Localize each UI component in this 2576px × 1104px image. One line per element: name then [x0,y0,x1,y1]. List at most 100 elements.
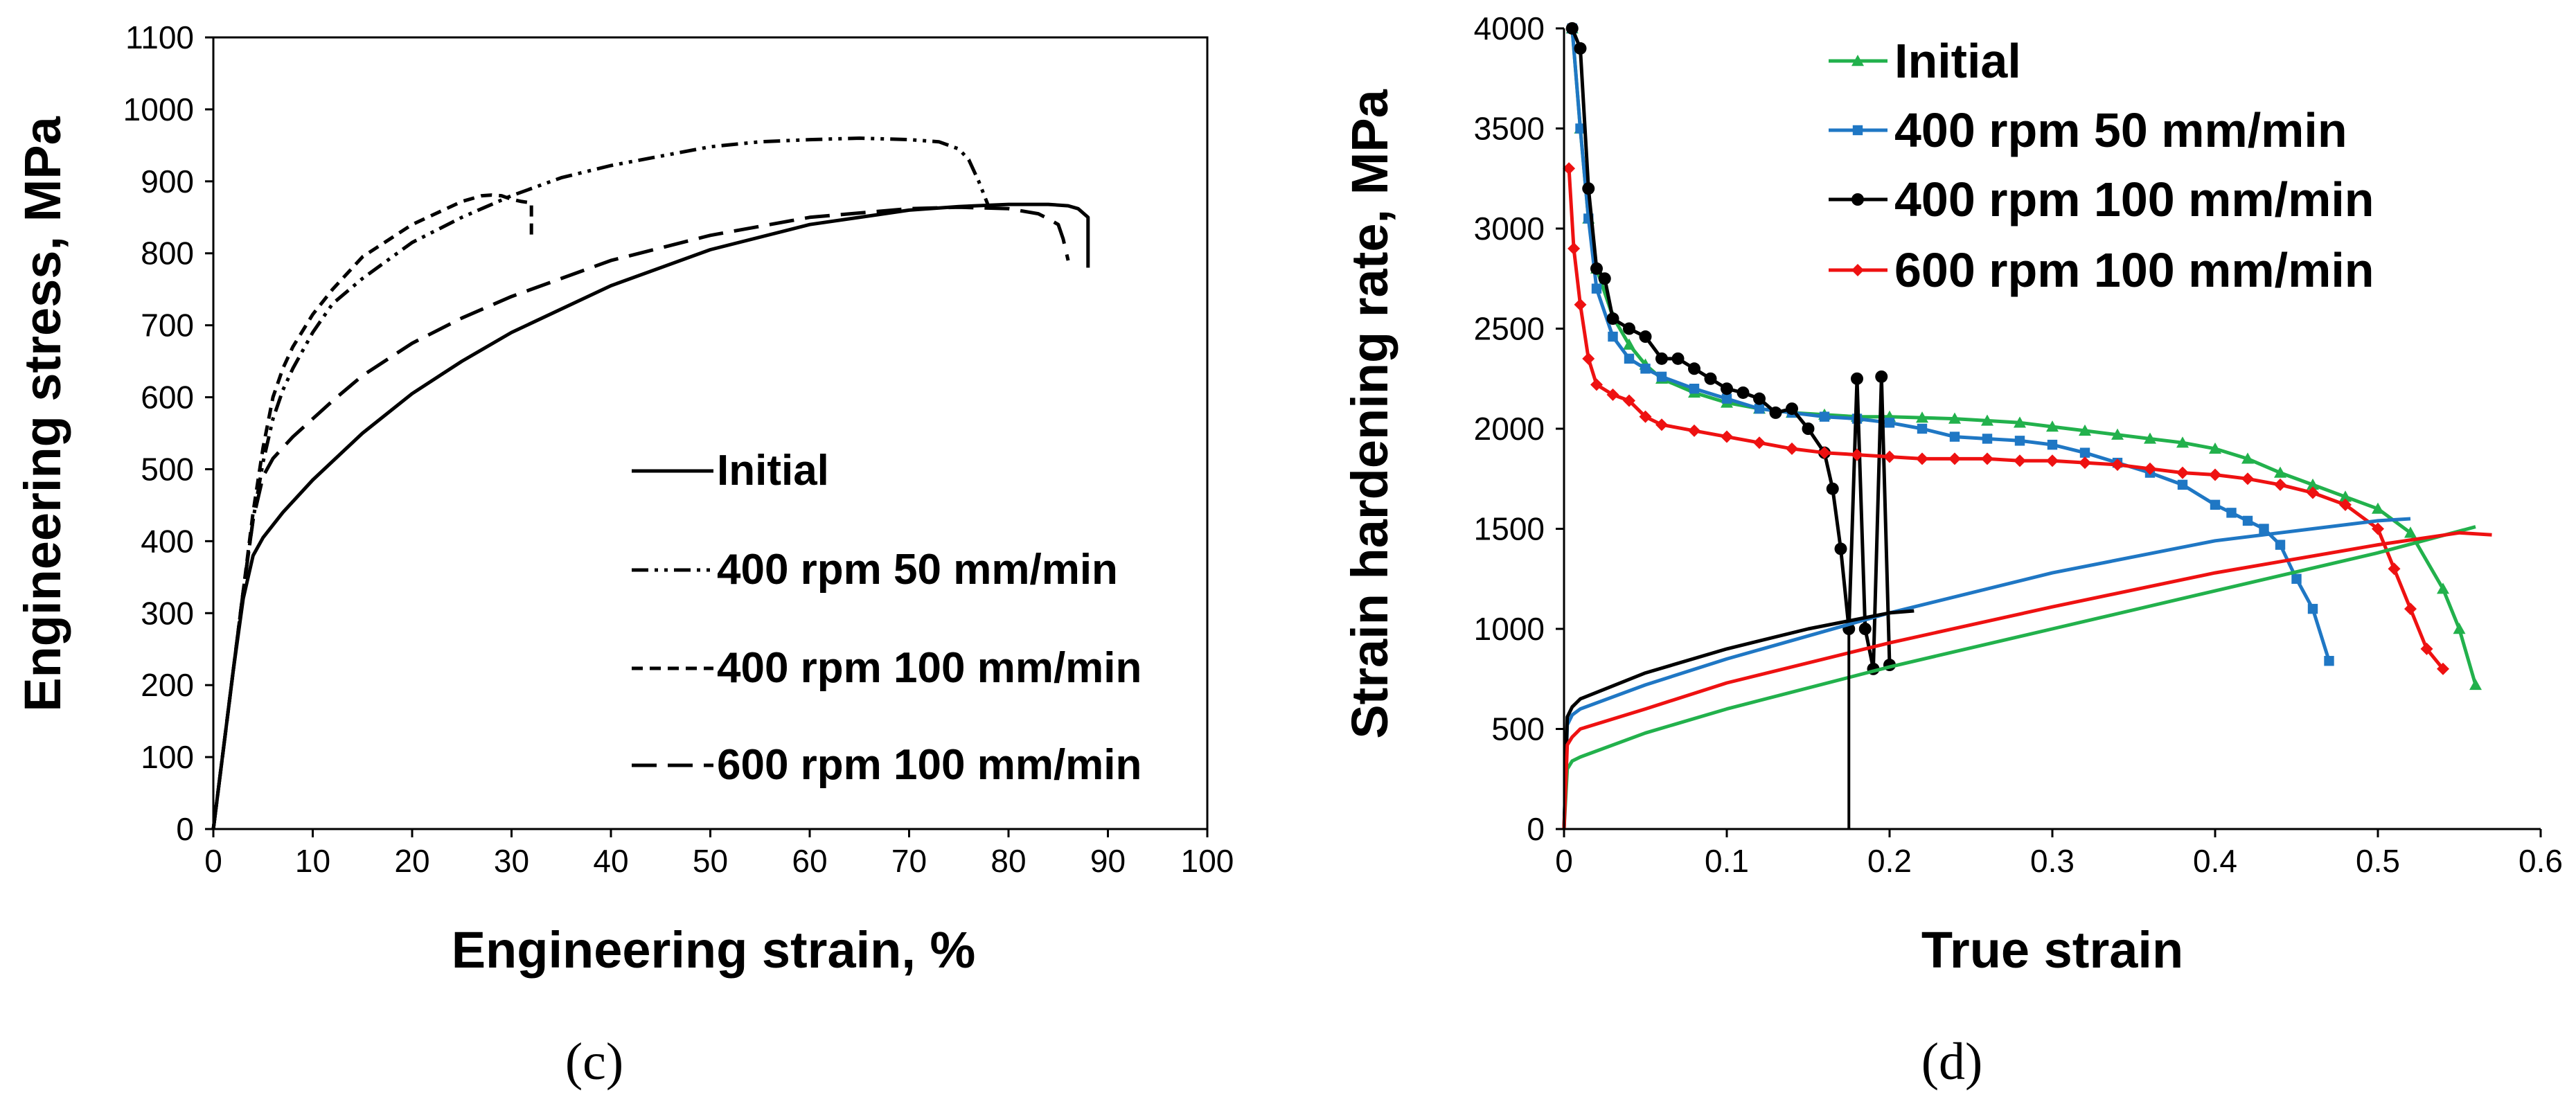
data-point-400-rpm-50-mm-min [1640,364,1651,374]
c-x-tick-label: 80 [991,843,1026,879]
data-point-600-rpm-100-mm-min [2014,454,2026,468]
data-point-initial [2404,526,2417,538]
data-point-600-rpm-100-mm-min [2274,478,2286,491]
panel-c-legend: Initial 400 rpm 50 mm/min 400 rpm 100 mm/m… [632,447,1142,789]
panel-d-series-group [1562,22,2492,830]
c-x-tick-label: 90 [1090,843,1126,879]
c-y-tick-label: 900 [141,163,194,199]
d-y-tick-label: 2000 [1474,411,1545,447]
data-point-400-rpm-100-mm-min [1736,386,1750,399]
data-point-400-rpm-100-mm-min [1858,623,1872,635]
legend-marker-400-rpm-50-mm-min [1852,125,1863,136]
panel-d-legend: Initial 400 rpm 50 mm/min 400 rpm 100 mm/m… [1829,34,2374,297]
data-point-400-rpm-50-mm-min [1917,423,1928,434]
c-x-tick-label: 20 [394,843,429,879]
data-point-400-rpm-50-mm-min [1754,403,1765,414]
legend-label-600-rpm-100-mm-min: 600 rpm 100 mm/min [1894,243,2374,297]
panel-d-x-axis-title: True strain [1921,921,2183,979]
d-y-tick-label: 1000 [1474,611,1545,647]
data-point-400-rpm-100-mm-min [1582,182,1595,195]
data-point-400-rpm-50-mm-min [2014,436,2025,446]
data-point-400-rpm-100-mm-min [1606,312,1619,326]
c-x-tick-label: 10 [295,843,330,879]
data-point-400-rpm-50-mm-min [1624,353,1635,364]
data-point-initial [2111,428,2124,440]
data-point-600-rpm-100-mm-min [1639,410,1652,423]
series-line-fit-4 [1562,525,2476,830]
d-x-tick-label: 0 [1555,843,1573,879]
data-point-initial [1948,412,1961,424]
c-y-tick-label: 700 [141,308,194,344]
c-x-tick-label: 100 [1181,843,1234,879]
data-point-400-rpm-50-mm-min [2047,439,2058,450]
data-point-600-rpm-100-mm-min [2241,472,2254,486]
data-point-initial [2079,424,2091,436]
data-point-400-rpm-50-mm-min [2259,524,2269,534]
data-point-600-rpm-100-mm-min [2388,562,2401,576]
c-y-tick-label: 800 [141,235,194,271]
data-point-400-rpm-100-mm-min [1623,322,1635,335]
data-point-600-rpm-100-mm-min [1721,430,1733,443]
d-y-tick-label: 2500 [1474,311,1545,347]
data-point-400-rpm-50-mm-min [2275,540,2286,550]
legend-label-400-rpm-100-mm-min: 400 rpm 100 mm/min [1894,172,2374,226]
data-point-400-rpm-100-mm-min [1671,352,1685,365]
panel-c-series-group [211,136,1090,830]
c-y-tick-label: 300 [141,595,194,631]
data-point-600-rpm-100-mm-min [1688,424,1700,437]
c-y-tick-label: 200 [141,667,194,703]
c-y-tick-label: 1000 [123,91,194,127]
data-point-initial [1623,338,1635,350]
data-point-600-rpm-100-mm-min [1851,448,1863,461]
c-y-tick-label: 100 [141,739,194,775]
data-point-400-rpm-100-mm-min [1565,22,1579,35]
data-point-600-rpm-100-mm-min [1582,352,1595,365]
data-point-600-rpm-100-mm-min [1916,452,1928,465]
d-x-tick-label: 0.3 [2030,843,2075,879]
c-x-tick-label: 70 [891,843,927,879]
data-point-initial [2144,432,2156,444]
c-y-tick-label: 500 [141,451,194,487]
data-point-400-rpm-50-mm-min [2242,515,2253,526]
data-point-400-rpm-100-mm-min [1639,330,1652,344]
panel-d-axes [1556,27,2542,837]
panel-c-label: (c) [565,1033,623,1091]
data-point-600-rpm-100-mm-min [2372,522,2384,535]
legend-label-400-rpm-50-mm-min: 400 rpm 50 mm/min [1894,103,2347,157]
data-point-400-rpm-50-mm-min [2079,447,2090,458]
panel-d-chart: 0 0.1 0.2 0.3 0.4 0.5 0.6 0 500 1000 1500 2000 2500 3… [1341,10,2563,1091]
legend-marker-initial [1851,55,1864,66]
panel-d-tick-labels: 0 0.1 0.2 0.3 0.4 0.5 0.6 0 500 1000 1500 2000 2500 3… [1474,10,2563,879]
legend-label-initial: Initial [1894,34,2021,88]
data-point-400-rpm-50-mm-min [2291,573,2302,584]
data-point-400-rpm-100-mm-min [1590,262,1603,275]
c-y-tick-label: 600 [141,380,194,416]
panel-c-axes [205,36,1209,837]
data-point-600-rpm-100-mm-min [1574,298,1587,311]
panel-c-y-axis-title: Engineering stress, MPa [14,116,71,711]
data-point-600-rpm-100-mm-min [1590,378,1603,391]
data-point-initial [2437,582,2449,594]
data-point-initial [1916,411,1928,423]
data-point-400-rpm-50-mm-min [2210,499,2221,510]
data-point-600-rpm-100-mm-min [1563,162,1576,175]
data-point-600-rpm-100-mm-min [2079,456,2091,470]
legend-label-400-rpm-100-mm-min: 400 rpm 100 mm/min [717,644,1142,692]
data-point-400-rpm-50-mm-min [1819,411,1830,422]
data-point-400-rpm-50-mm-min [1721,393,1732,404]
series-line-fit-6 [1562,609,1915,830]
d-y-tick-label: 3500 [1474,111,1545,147]
data-point-400-rpm-100-mm-min [1826,482,1839,495]
data-point-600-rpm-100-mm-min [1655,418,1668,431]
legend-label-400-rpm-50-mm-min: 400 rpm 50 mm/min [717,546,1118,594]
panel-c-chart: 0 10 20 30 40 50 60 70 80 90 100010020030040050060… [14,19,1234,1091]
data-point-400-rpm-50-mm-min [1982,434,1993,444]
series-line-initial [1570,28,2478,686]
c-y-tick-label: 1100 [125,19,194,55]
data-point-400-rpm-50-mm-min [1884,418,1895,428]
data-point-initial [2372,502,2384,514]
data-point-400-rpm-50-mm-min [2226,508,2237,518]
data-point-400-rpm-100-mm-min [1851,372,1863,385]
data-point-400-rpm-50-mm-min [2177,479,2188,490]
data-point-600-rpm-100-mm-min [1883,450,1896,463]
